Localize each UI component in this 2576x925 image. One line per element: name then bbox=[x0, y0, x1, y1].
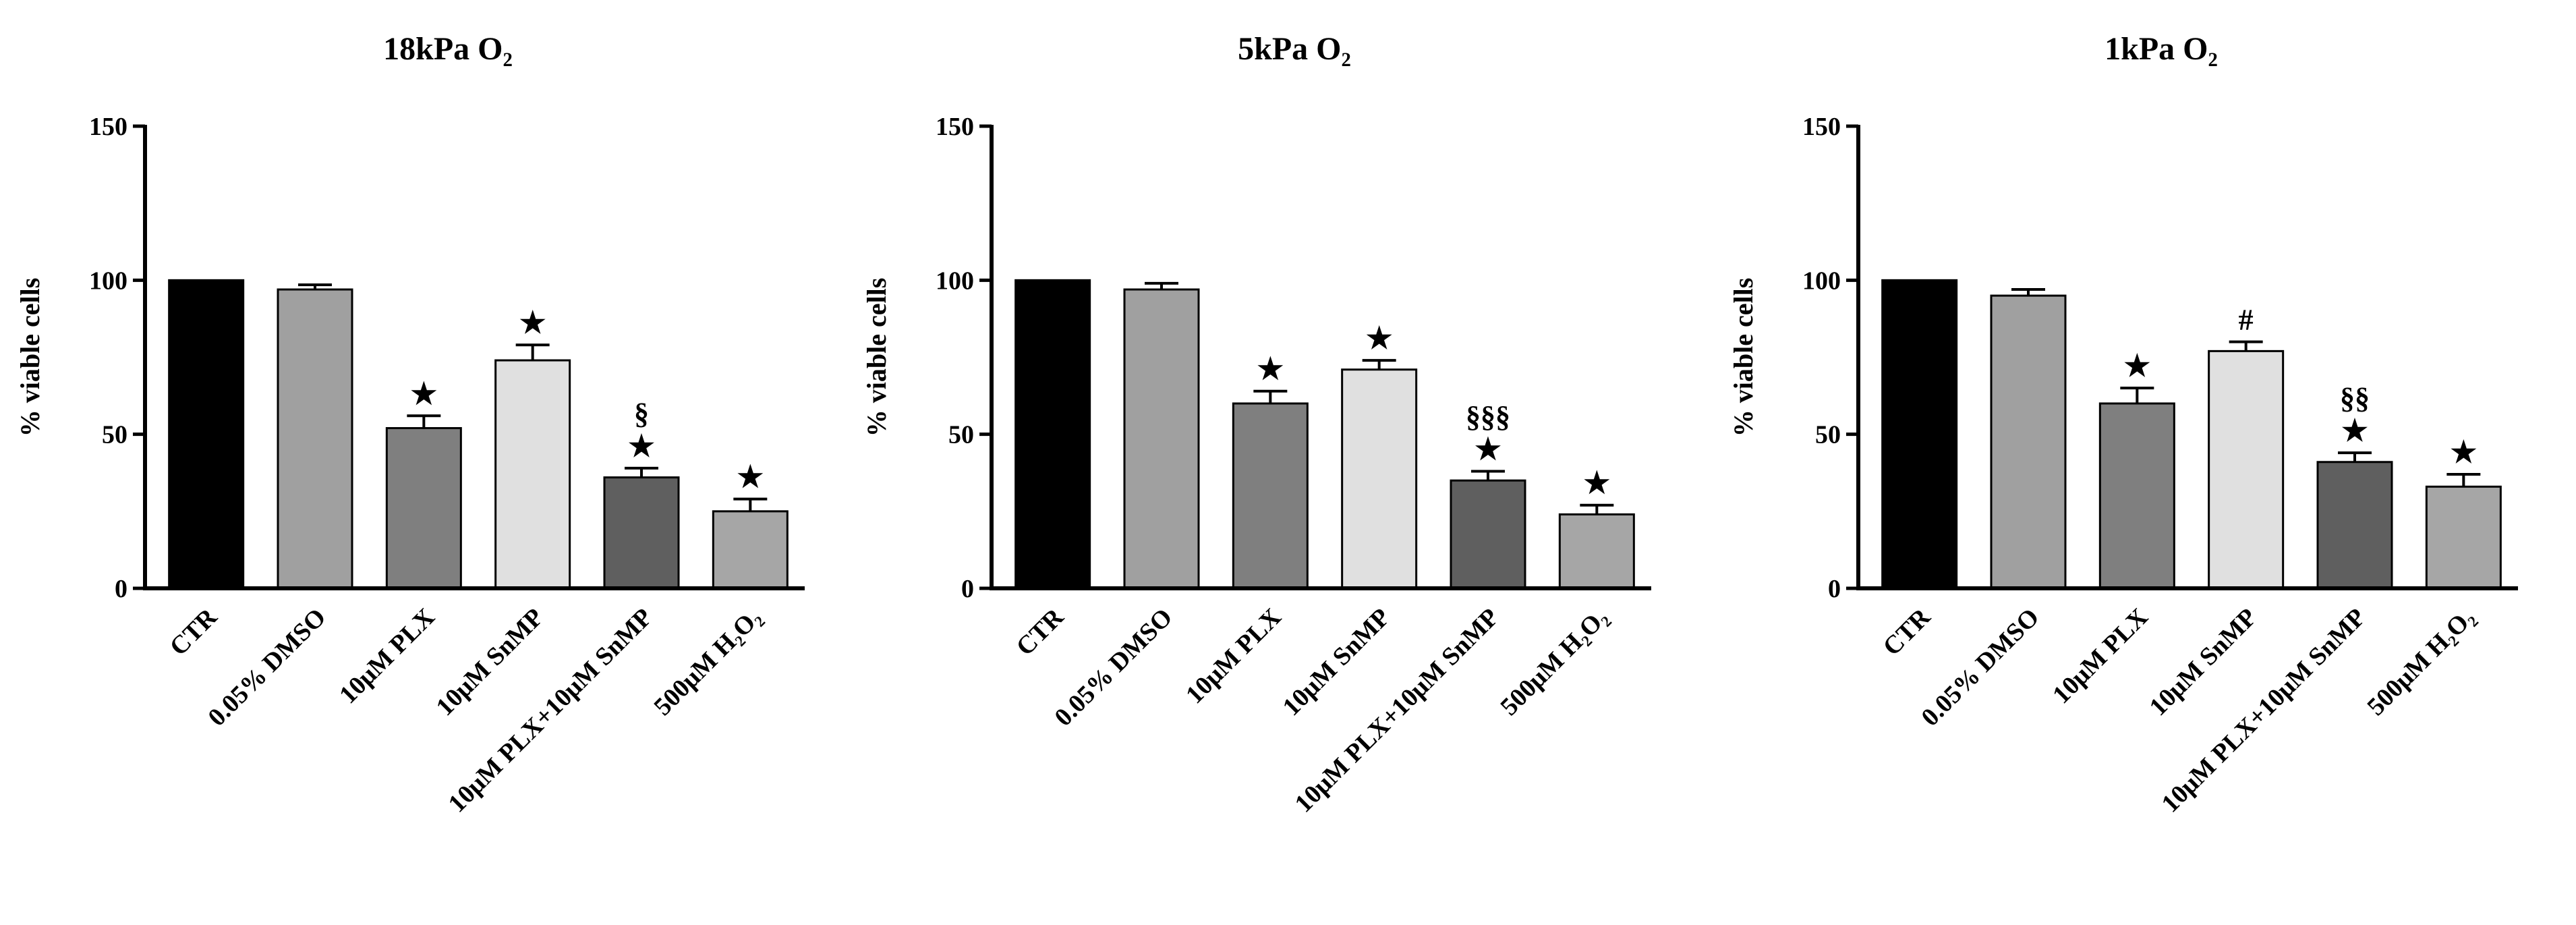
chart-title: 5kPa O₂ bbox=[1238, 31, 1351, 67]
significance-mark: ★ bbox=[519, 306, 546, 339]
bar bbox=[1232, 402, 1309, 590]
bar bbox=[277, 288, 353, 590]
y-tick-label: 50 bbox=[1815, 421, 1841, 449]
y-tick-label: 150 bbox=[89, 113, 127, 141]
bar bbox=[1123, 288, 1200, 590]
bar bbox=[1014, 279, 1091, 590]
x-tick-label: 10μM PLX bbox=[1180, 603, 1287, 710]
bar bbox=[2098, 402, 2175, 590]
bar bbox=[2425, 485, 2502, 590]
y-tick-label: 0 bbox=[961, 575, 974, 603]
x-tick-label: 0.05% DMSO bbox=[1049, 603, 1178, 732]
x-tick-label: 0.05% DMSO bbox=[1916, 603, 2044, 732]
y-tick-label: 100 bbox=[89, 267, 127, 295]
x-tick-label: 10μM PLX bbox=[2047, 603, 2154, 710]
y-tick-label: 0 bbox=[1828, 575, 1841, 603]
chart-title: 18kPa O₂ bbox=[383, 31, 513, 67]
y-tick-label: 100 bbox=[936, 267, 974, 295]
y-tick-label: 150 bbox=[936, 113, 974, 141]
bar bbox=[1881, 279, 1958, 590]
x-tick-label: CTR bbox=[165, 602, 223, 661]
chart-title: 1kPa O₂ bbox=[2105, 31, 2218, 67]
x-tick-label: 500μM H₂O₂ bbox=[1495, 603, 1613, 721]
x-tick-label: 0.05% DMSO bbox=[202, 603, 331, 732]
significance-mark: # bbox=[2239, 304, 2254, 337]
bar bbox=[2316, 461, 2393, 590]
x-tick-label: 10μM PLX+10μM SnMP bbox=[1290, 603, 1505, 818]
bar bbox=[385, 427, 462, 590]
x-tick-label: 10μM SnMP bbox=[1277, 603, 1396, 722]
significance-mark: ★ bbox=[2124, 349, 2150, 383]
x-tick-label: 500μM H₂O₂ bbox=[2362, 603, 2480, 721]
significance-mark: §§ bbox=[2340, 382, 2370, 415]
significance-mark: § bbox=[634, 397, 649, 430]
x-tick-label: 10μM PLX+10μM SnMP bbox=[443, 603, 658, 818]
x-tick-label: 10μM PLX+10μM SnMP bbox=[2156, 603, 2372, 818]
bar bbox=[603, 476, 680, 590]
x-tick-label: 10μM PLX bbox=[334, 603, 440, 710]
y-tick-label: 150 bbox=[1802, 113, 1841, 141]
significance-mark: ★ bbox=[1475, 432, 1501, 466]
significance-mark: ★ bbox=[1584, 467, 1610, 500]
y-axis-label: % viable cells bbox=[861, 278, 892, 437]
x-tick-label: 10μM SnMP bbox=[430, 603, 549, 722]
bar bbox=[2208, 349, 2285, 590]
x-tick-label: CTR bbox=[1011, 602, 1070, 661]
significance-mark: ★ bbox=[737, 461, 764, 494]
y-tick-label: 100 bbox=[1802, 267, 1841, 295]
significance-mark: §§§ bbox=[1466, 400, 1510, 433]
bar bbox=[168, 279, 245, 590]
significance-mark: ★ bbox=[411, 377, 437, 410]
bar bbox=[712, 510, 789, 590]
bar bbox=[1558, 513, 1635, 590]
y-tick-label: 50 bbox=[948, 421, 974, 449]
bar bbox=[1341, 368, 1418, 590]
x-tick-label: CTR bbox=[1878, 602, 1937, 661]
significance-mark: ★ bbox=[2451, 436, 2477, 469]
x-tick-label: 10μM SnMP bbox=[2144, 603, 2262, 722]
significance-mark: ★ bbox=[1257, 353, 1284, 386]
x-tick-label: 500μM H₂O₂ bbox=[648, 603, 766, 721]
y-axis-label: % viable cells bbox=[15, 278, 45, 437]
bar bbox=[1990, 294, 2067, 590]
y-axis-label: % viable cells bbox=[1728, 278, 1758, 437]
bar bbox=[1450, 479, 1526, 590]
significance-mark: ★ bbox=[1366, 322, 1392, 355]
bar bbox=[494, 359, 571, 590]
significance-mark: ★ bbox=[2341, 414, 2368, 447]
y-tick-label: 0 bbox=[115, 575, 127, 603]
y-tick-label: 50 bbox=[102, 421, 127, 449]
significance-mark: ★ bbox=[628, 430, 654, 463]
